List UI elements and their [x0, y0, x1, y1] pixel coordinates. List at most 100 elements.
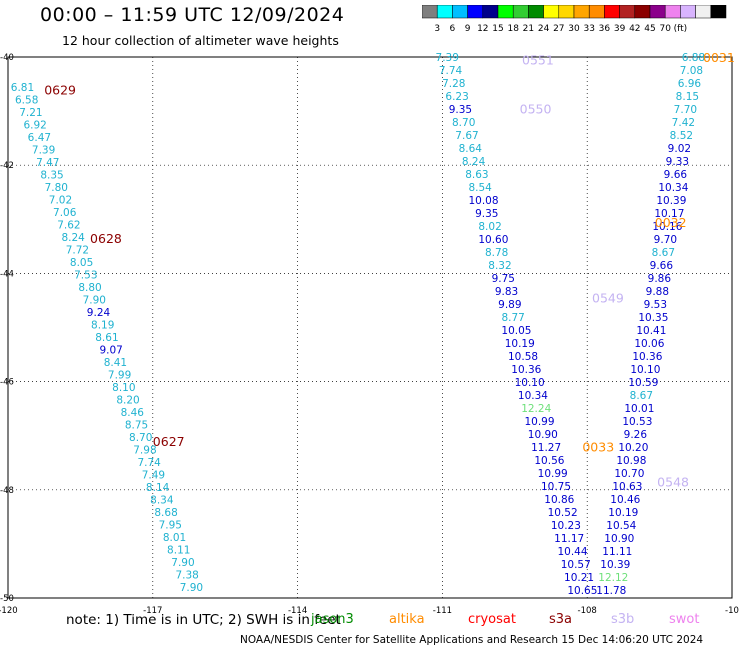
legend-s3a: s3a — [549, 612, 573, 627]
wave-height-value: 8.32 — [488, 260, 511, 272]
wave-height-value: 8.34 — [150, 495, 174, 507]
wave-height-value: 7.02 — [49, 194, 72, 206]
wave-height-value: 8.63 — [465, 169, 488, 181]
wave-height-value: 10.54 — [606, 520, 636, 532]
wave-height-value: 10.58 — [508, 351, 538, 363]
colorbar-label: 3 — [434, 24, 440, 34]
colorbar-label: 15 — [492, 24, 503, 34]
pass-label: 0551 — [522, 53, 554, 68]
wave-height-value: 11.27 — [531, 442, 561, 454]
colorbar-label: 18 — [507, 24, 519, 34]
wave-height-value: 10.16 — [652, 221, 682, 233]
wave-height-value: 7.90 — [171, 557, 194, 569]
pass-label: 0033 — [582, 440, 614, 455]
wave-height-value: 7.67 — [455, 130, 478, 142]
wave-height-value: 10.70 — [614, 468, 644, 480]
wave-height-value: 9.35 — [475, 208, 498, 220]
wave-height-value: 7.39 — [436, 52, 459, 64]
pass-label: 0628 — [90, 231, 122, 246]
wave-height-value: 8.67 — [630, 390, 653, 402]
wave-height-value: 8.02 — [478, 221, 501, 233]
wave-height-value: 7.53 — [74, 269, 97, 281]
units-note: note: 1) Time is in UTC; 2) SWH is in fe… — [66, 612, 341, 628]
wave-height-value: 8.24 — [462, 156, 486, 168]
wave-height-value: 7.95 — [159, 520, 182, 532]
y-tick-label: -42 — [0, 161, 14, 171]
wave-height-value: 9.86 — [648, 273, 672, 285]
colorbar-label: 6 — [450, 24, 456, 34]
legend-swot: swot — [669, 612, 700, 627]
x-tick-label: -114 — [288, 606, 307, 616]
pass-label: 0550 — [520, 101, 552, 116]
wave-height-value: 10.90 — [528, 429, 558, 441]
wave-height-value: 8.64 — [459, 143, 483, 155]
wave-height-value: 10.34 — [658, 182, 688, 194]
wave-height-value: 10.46 — [610, 494, 640, 506]
page-title: 00:00 – 11:59 UTC 12/09/2024 — [40, 4, 345, 26]
wave-height-value: 6.23 — [445, 91, 468, 103]
wave-height-value: 10.06 — [634, 338, 664, 350]
colorbar-label: 21 — [523, 24, 534, 34]
wave-height-value: 7.98 — [133, 445, 156, 457]
wave-height-value: 9.53 — [644, 299, 667, 311]
colorbar-label: 36 — [599, 24, 611, 34]
page-subtitle: 12 hour collection of altimeter wave hei… — [62, 33, 339, 48]
wave-height-value: 8.61 — [95, 332, 118, 344]
wave-height-value: 10.36 — [632, 351, 662, 363]
wave-height-value: 12.24 — [521, 403, 551, 415]
wave-height-value: 10.99 — [538, 468, 568, 480]
wave-height-value: 8.20 — [116, 395, 139, 407]
wave-height-value: 9.66 — [664, 169, 688, 181]
wave-height-value: 10.57 — [561, 559, 591, 571]
pass-label: 0627 — [153, 434, 185, 449]
wave-height-value: 7.80 — [45, 182, 68, 194]
colorbar-label: 9 — [465, 24, 471, 34]
x-tick-label: -111 — [433, 606, 452, 616]
wave-height-value: 10.35 — [638, 312, 668, 324]
colorbar-label: 42 — [629, 24, 640, 34]
wave-height-value: 10.75 — [541, 481, 571, 493]
wave-height-value: 9.35 — [449, 104, 472, 116]
wave-height-value: 9.33 — [666, 156, 689, 168]
wave-height-value: 10.19 — [505, 338, 535, 350]
wave-height-value: 9.70 — [654, 234, 677, 246]
y-tick-label: -48 — [0, 486, 14, 496]
wave-height-value: 10.17 — [654, 208, 684, 220]
wave-height-value: 10.86 — [544, 494, 574, 506]
wave-height-value: 10.56 — [534, 455, 564, 467]
wave-height-value: 6.88 — [682, 52, 705, 64]
wave-height-value: 7.21 — [19, 107, 42, 119]
legend-jason3: jason3 — [311, 612, 354, 627]
wave-height-value: 7.62 — [57, 219, 80, 231]
wave-height-value: 7.39 — [32, 144, 55, 156]
wave-height-value: 8.41 — [104, 357, 127, 369]
wave-height-value: 10.10 — [630, 364, 660, 376]
wave-height-value: 8.05 — [70, 257, 93, 269]
footer-credit: NOAA/NESDIS Center for Satellite Applica… — [240, 634, 704, 646]
wave-height-value: 10.10 — [515, 377, 545, 389]
wave-height-value: 6.92 — [23, 119, 46, 131]
wave-height-value: 8.77 — [501, 312, 524, 324]
wave-height-value: 8.14 — [146, 482, 170, 494]
wave-height-value: 6.81 — [11, 82, 34, 94]
y-tick-label: -50 — [0, 594, 14, 604]
wave-height-value: 10.23 — [551, 520, 581, 532]
wave-height-value: 10.01 — [624, 403, 654, 415]
wave-height-value: 9.66 — [650, 260, 674, 272]
wave-height-value: 8.70 — [452, 117, 475, 129]
colorbar-label: 39 — [614, 24, 626, 34]
wave-height-value: 7.06 — [53, 207, 77, 219]
wave-height-value: 7.90 — [180, 582, 203, 594]
wave-height-value: 7.72 — [66, 244, 89, 256]
colorbar-swatch — [710, 5, 727, 19]
wave-height-value: 8.19 — [91, 319, 114, 331]
wave-height-value: 10.44 — [557, 546, 587, 558]
wave-height-value: 7.28 — [442, 78, 465, 90]
colorbar-label: (ft) — [674, 24, 688, 34]
x-tick-label: -120 — [0, 606, 18, 616]
wave-height-value: 10.63 — [612, 481, 642, 493]
wave-height-value: 10.20 — [618, 442, 648, 454]
wave-height-value: 12.12 — [598, 572, 628, 584]
plot-frame — [7, 56, 733, 599]
